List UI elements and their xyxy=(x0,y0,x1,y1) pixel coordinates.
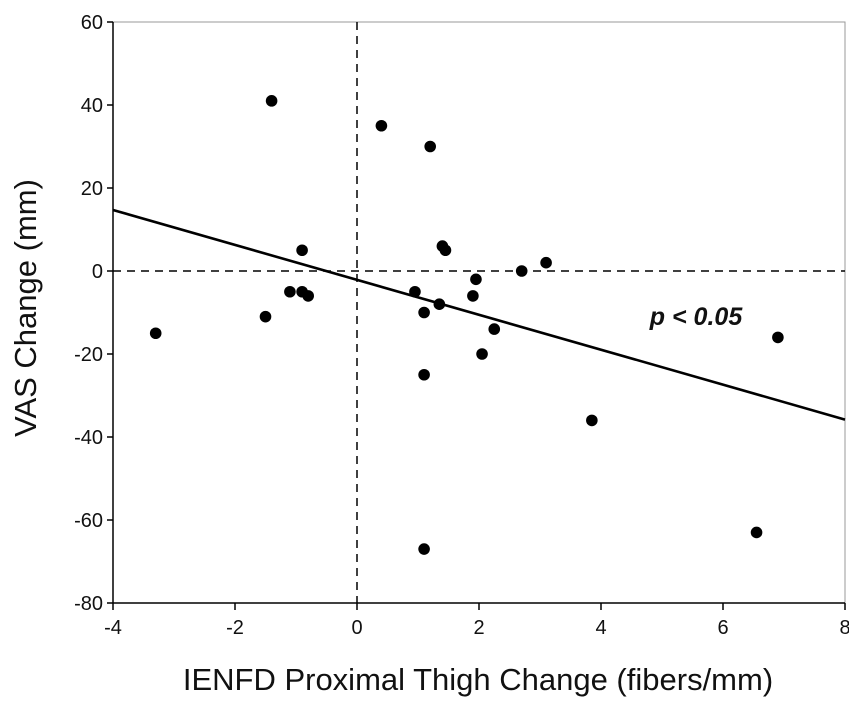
data-point-5 xyxy=(296,244,308,257)
y-tick-label: -60 xyxy=(74,510,103,532)
reference-lines xyxy=(113,22,845,603)
x-tick-label: 0 xyxy=(351,617,362,639)
data-point-17 xyxy=(476,348,488,360)
x-tick-label: -2 xyxy=(226,617,244,639)
y-tick-label: -40 xyxy=(74,427,103,449)
data-point-20 xyxy=(418,543,430,555)
data-points xyxy=(149,95,784,555)
data-point-2 xyxy=(265,95,278,107)
data-point-1 xyxy=(149,327,162,340)
x-tick-label: 2 xyxy=(473,617,484,639)
data-point-14 xyxy=(433,298,446,311)
data-point-23 xyxy=(586,414,598,427)
data-point-4 xyxy=(284,285,296,298)
y-tick-label: 40 xyxy=(81,95,103,117)
data-point-3 xyxy=(259,310,272,323)
data-point-25 xyxy=(772,331,784,344)
y-tick-label: 0 xyxy=(92,261,103,283)
x-tick-label: 4 xyxy=(595,617,606,639)
x-axis-title: IENFD Proximal Thigh Change (fibers/mm) xyxy=(183,662,773,697)
y-tick-label: 20 xyxy=(81,178,103,200)
x-axis-ticks: -4 -2 0 2 4 6 8 xyxy=(104,603,849,639)
data-point-16 xyxy=(470,273,482,286)
data-point-12 xyxy=(409,285,421,298)
data-point-18 xyxy=(488,323,501,335)
y-tick-label: -80 xyxy=(74,593,103,615)
data-point-15 xyxy=(467,290,479,302)
y-tick-label: 60 xyxy=(81,12,103,34)
y-axis-ticks: 60 40 20 0 -20 -40 -60 -80 xyxy=(74,12,113,615)
x-tick-label: 8 xyxy=(839,617,849,639)
data-point-19 xyxy=(418,368,430,381)
data-point-21 xyxy=(515,265,528,277)
x-tick-label: -4 xyxy=(104,617,122,639)
regression-line xyxy=(112,208,846,421)
data-point-8 xyxy=(375,119,388,132)
data-point-11 xyxy=(439,244,452,257)
x-tick-label: 6 xyxy=(717,617,728,639)
regression-line-group xyxy=(112,208,846,421)
y-tick-label: -20 xyxy=(74,344,103,366)
data-point-9 xyxy=(424,140,437,153)
data-point-7 xyxy=(302,290,315,302)
data-point-24 xyxy=(750,526,763,539)
y-axis-title: VAS Change (mm) xyxy=(8,179,43,437)
p-value-annotation: p < 0.05 xyxy=(649,303,744,331)
data-point-13 xyxy=(418,306,430,319)
data-point-22 xyxy=(540,256,552,269)
